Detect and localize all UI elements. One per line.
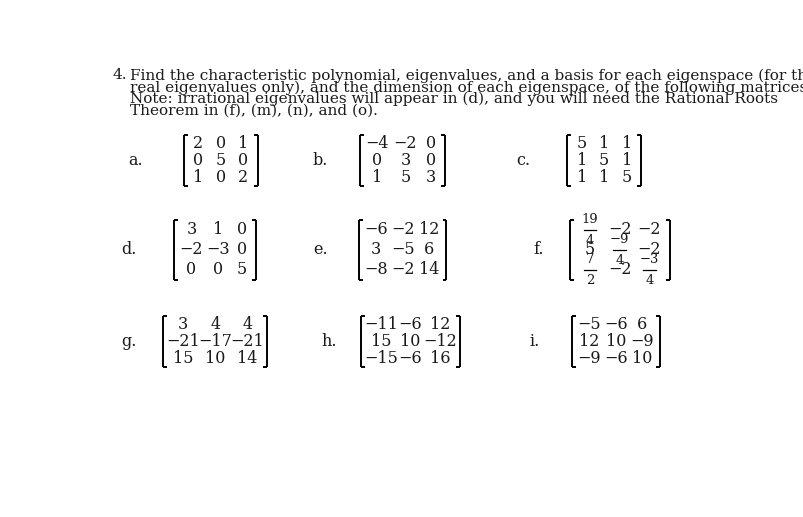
Text: −2: −2 — [390, 262, 414, 279]
Text: h.: h. — [321, 333, 336, 350]
Text: 5: 5 — [400, 169, 410, 186]
Text: g.: g. — [121, 333, 137, 350]
Text: 15: 15 — [370, 333, 391, 350]
Text: −15: −15 — [364, 350, 397, 367]
Text: −9: −9 — [630, 333, 654, 350]
Text: real eigenvalues only), and the dimension of each eigenspace, of the following m: real eigenvalues only), and the dimensio… — [130, 80, 803, 95]
Text: −9: −9 — [609, 233, 629, 246]
Text: 0: 0 — [426, 152, 435, 169]
Text: 0: 0 — [213, 262, 222, 279]
Text: f.: f. — [532, 241, 543, 258]
Text: 4.: 4. — [112, 68, 126, 82]
Text: 4: 4 — [615, 254, 623, 267]
Text: 1: 1 — [193, 169, 203, 186]
Text: 5: 5 — [215, 152, 226, 169]
Text: 3: 3 — [400, 152, 410, 169]
Text: 3: 3 — [371, 241, 381, 258]
Text: 4: 4 — [242, 316, 252, 333]
Text: −2: −2 — [393, 135, 417, 152]
Text: −2: −2 — [607, 221, 630, 238]
Text: −4: −4 — [365, 135, 389, 152]
Text: 12: 12 — [429, 316, 450, 333]
Text: b.: b. — [312, 152, 327, 169]
Text: d.: d. — [121, 241, 137, 258]
Text: i.: i. — [529, 333, 540, 350]
Text: 1: 1 — [598, 135, 609, 152]
Text: −17: −17 — [198, 333, 232, 350]
Text: 1: 1 — [576, 169, 586, 186]
Text: 2: 2 — [238, 169, 248, 186]
Text: 0: 0 — [186, 262, 196, 279]
Text: 14: 14 — [237, 350, 257, 367]
Text: 1: 1 — [372, 169, 382, 186]
Text: 16: 16 — [429, 350, 450, 367]
Text: 1: 1 — [213, 221, 222, 238]
Text: 4: 4 — [585, 234, 593, 247]
Text: −8: −8 — [364, 262, 388, 279]
Text: 5: 5 — [236, 262, 247, 279]
Text: −2: −2 — [390, 221, 414, 238]
Text: 2: 2 — [585, 274, 593, 287]
Text: −12: −12 — [422, 333, 456, 350]
Text: 1: 1 — [598, 169, 609, 186]
Text: −21: −21 — [166, 333, 200, 350]
Text: 5: 5 — [584, 241, 594, 258]
Text: 4: 4 — [645, 274, 653, 287]
Text: 6: 6 — [637, 316, 646, 333]
Text: −11: −11 — [364, 316, 397, 333]
Text: 5: 5 — [598, 152, 609, 169]
Text: −9: −9 — [577, 350, 601, 367]
Text: 0: 0 — [215, 135, 226, 152]
Text: 10: 10 — [400, 333, 420, 350]
Text: 2: 2 — [193, 135, 203, 152]
Text: Note: irrational eigenvalues will appear in (d), and you will need the Rational : Note: irrational eigenvalues will appear… — [130, 92, 777, 107]
Text: −2: −2 — [179, 241, 203, 258]
Text: −6: −6 — [398, 350, 422, 367]
Text: −6: −6 — [603, 350, 627, 367]
Text: −5: −5 — [390, 241, 414, 258]
Text: 0: 0 — [215, 169, 226, 186]
Text: −6: −6 — [364, 221, 388, 238]
Text: 7: 7 — [585, 253, 593, 266]
Text: 10: 10 — [205, 350, 225, 367]
Text: 0: 0 — [236, 241, 247, 258]
Text: 12: 12 — [578, 333, 599, 350]
Text: −21: −21 — [230, 333, 264, 350]
Text: −3: −3 — [206, 241, 230, 258]
Text: 1: 1 — [621, 135, 631, 152]
Text: 3: 3 — [177, 316, 188, 333]
Text: 0: 0 — [426, 135, 435, 152]
Text: −3: −3 — [639, 253, 658, 266]
Text: 4: 4 — [210, 316, 220, 333]
Text: 1: 1 — [621, 152, 631, 169]
Text: 19: 19 — [581, 212, 597, 225]
Text: a.: a. — [128, 152, 143, 169]
Text: −5: −5 — [577, 316, 601, 333]
Text: −6: −6 — [398, 316, 422, 333]
Text: −2: −2 — [637, 241, 660, 258]
Text: 5: 5 — [576, 135, 586, 152]
Text: c.: c. — [516, 152, 530, 169]
Text: 1: 1 — [576, 152, 586, 169]
Text: 0: 0 — [193, 152, 203, 169]
Text: 0: 0 — [236, 221, 247, 238]
Text: −2: −2 — [607, 262, 630, 279]
Text: e.: e. — [312, 241, 327, 258]
Text: 14: 14 — [418, 262, 439, 279]
Text: 3: 3 — [186, 221, 196, 238]
Text: 5: 5 — [621, 169, 631, 186]
Text: 0: 0 — [372, 152, 382, 169]
Text: −2: −2 — [637, 221, 660, 238]
Text: −6: −6 — [603, 316, 627, 333]
Text: 1: 1 — [238, 135, 248, 152]
Text: 3: 3 — [426, 169, 435, 186]
Text: 12: 12 — [418, 221, 439, 238]
Text: Theorem in (f), (m), (n), and (o).: Theorem in (f), (m), (n), and (o). — [130, 104, 377, 118]
Text: Find the characteristic polynomial, eigenvalues, and a basis for each eigenspace: Find the characteristic polynomial, eige… — [130, 68, 803, 83]
Text: 0: 0 — [238, 152, 248, 169]
Text: 10: 10 — [631, 350, 652, 367]
Text: 15: 15 — [173, 350, 194, 367]
Text: 10: 10 — [605, 333, 626, 350]
Text: 6: 6 — [424, 241, 434, 258]
